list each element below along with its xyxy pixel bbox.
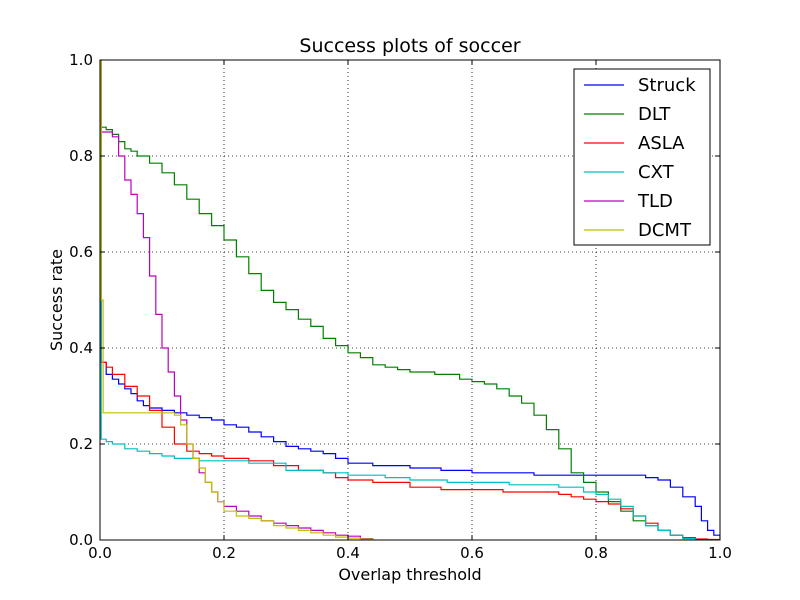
- legend-label-cxt: CXT: [638, 162, 675, 183]
- x-tick-label: 0.4: [336, 544, 360, 562]
- y-tick-label: 0.6: [69, 243, 93, 261]
- y-tick-label: 0.0: [69, 531, 93, 549]
- legend-label-struck: Struck: [638, 75, 696, 96]
- y-tick-label: 0.8: [69, 147, 93, 165]
- x-tick-label: 1.0: [708, 544, 732, 562]
- legend-label-asla: ASLA: [638, 133, 685, 154]
- x-tick-labels: 0.0 0.2 0.4 0.6 0.8 1.0: [88, 544, 732, 562]
- y-tick-label: 0.2: [69, 435, 93, 453]
- series-layer: [100, 60, 720, 540]
- series-line-struck: [100, 60, 720, 540]
- chart-title: Success plots of soccer: [299, 35, 520, 57]
- legend-box: [573, 68, 711, 246]
- series-line-cxt: [100, 60, 696, 540]
- x-tick-label: 0.8: [584, 544, 608, 562]
- legend-label-dlt: DLT: [638, 104, 671, 125]
- x-tick-label: 0.0: [88, 544, 112, 562]
- legend: Struck DLT ASLA CXT TLD DCMT: [573, 68, 711, 246]
- y-axis-label: Success rate: [47, 249, 66, 351]
- legend-label-tld: TLD: [637, 191, 673, 212]
- x-tick-label: 0.6: [460, 544, 484, 562]
- plot-frame: [99, 59, 721, 541]
- y-tick-label: 0.4: [69, 339, 93, 357]
- series-line-dlt: [100, 60, 696, 540]
- series-line-dcmt: [100, 60, 374, 540]
- x-tick-label: 0.2: [212, 544, 236, 562]
- x-axis-label: Overlap threshold: [338, 565, 481, 584]
- legend-label-dcmt: DCMT: [638, 220, 692, 241]
- y-tick-label: 1.0: [69, 51, 93, 69]
- axis-ticks: [99, 59, 721, 541]
- y-tick-labels: 0.0 0.2 0.4 0.6 0.8 1.0: [69, 51, 93, 549]
